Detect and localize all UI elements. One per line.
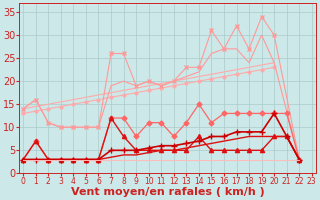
X-axis label: Vent moyen/en rafales ( km/h ): Vent moyen/en rafales ( km/h ) [71, 187, 264, 197]
